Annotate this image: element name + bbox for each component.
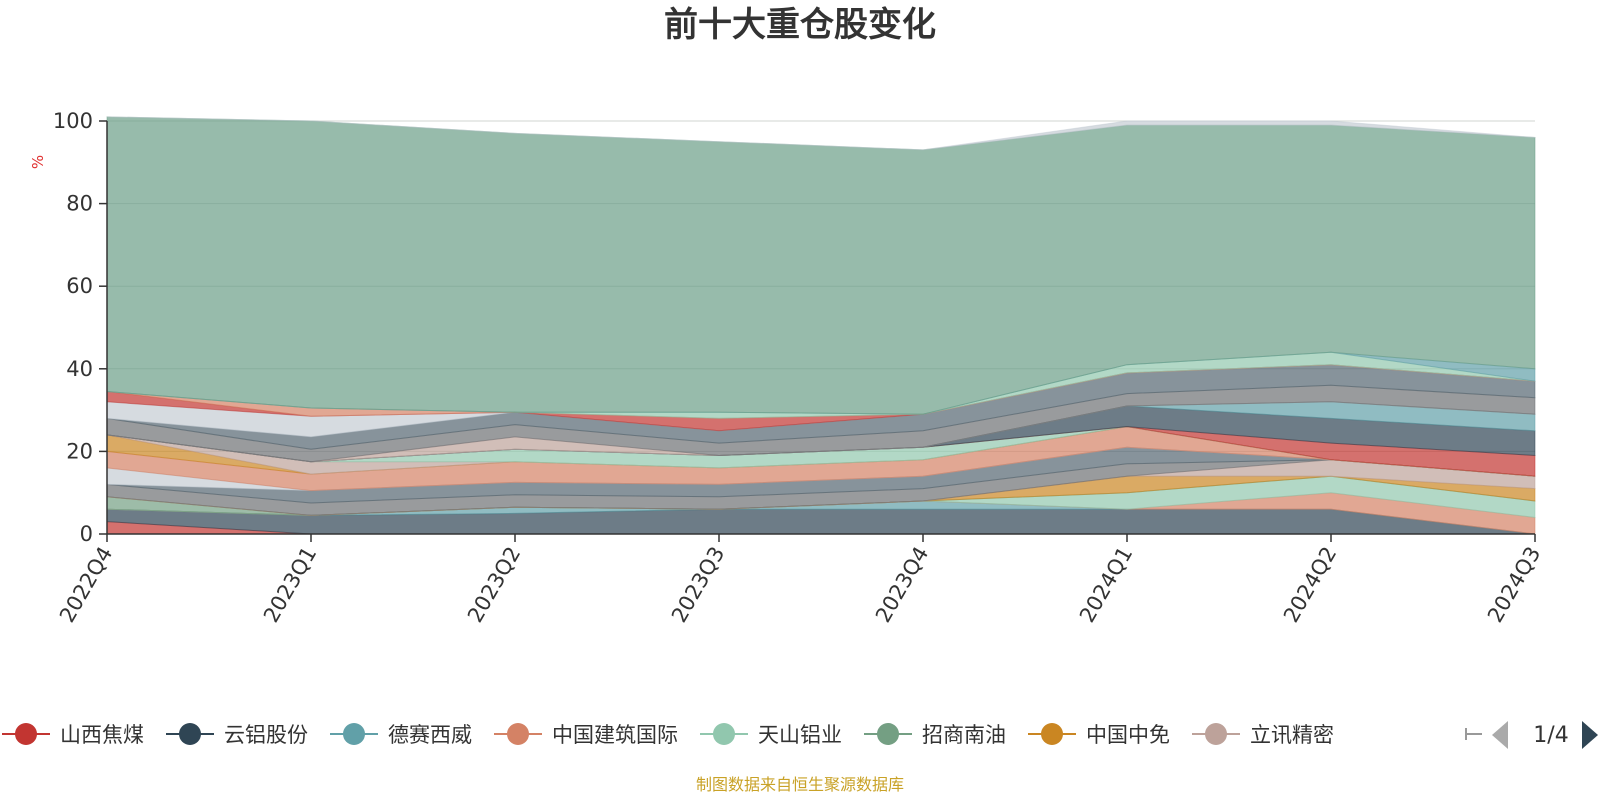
legend-label: 山西焦煤 — [60, 723, 144, 747]
legend-marker — [877, 723, 899, 745]
x-tick-label: 2023Q2 — [463, 543, 525, 627]
x-tick-label: 2024Q3 — [1483, 543, 1545, 627]
legend-marker — [507, 723, 529, 745]
legend-item-天山铝业[interactable]: 天山铝业 — [700, 723, 842, 747]
legend-item-中国中免[interactable]: 中国中免 — [1028, 723, 1170, 747]
plot-areas — [106, 116, 1536, 535]
x-tick-label: 2022Q4 — [55, 543, 117, 627]
legend-label: 立讯精密 — [1250, 723, 1334, 747]
legend-page-indicator: 1/4 — [1533, 723, 1568, 748]
legend-marker — [343, 723, 365, 745]
legend-item-中国建筑国际[interactable]: 中国建筑国际 — [494, 723, 678, 747]
y-tick-label: 40 — [66, 357, 93, 381]
legend-label: 中国中免 — [1086, 723, 1170, 747]
legend-label: 招商南油 — [922, 723, 1006, 747]
chart-title: 前十大重仓股变化 — [664, 5, 936, 45]
legend-item-云铝股份[interactable]: 云铝股份 — [166, 723, 308, 747]
legend-marker — [713, 723, 735, 745]
legend-item-山西焦煤[interactable]: 山西焦煤 — [2, 723, 144, 747]
legend-label: 德赛西威 — [388, 723, 472, 747]
legend-item-立讯精密[interactable]: 立讯精密 — [1192, 723, 1334, 747]
x-tick-label: 2023Q4 — [871, 543, 933, 627]
legend-marker — [1205, 723, 1227, 745]
x-tick-label: 2023Q3 — [667, 543, 729, 627]
y-tick-label: 60 — [66, 274, 93, 298]
legend: 山西焦煤 云铝股份 德赛西威 中国建筑国际 天山铝业 招商南油 中国中免 立讯精密 1/4 — [2, 721, 1598, 749]
legend-prev-page-icon[interactable] — [1492, 721, 1508, 749]
legend-item-德赛西威[interactable]: 德赛西威 — [330, 723, 472, 747]
legend-label: 天山铝业 — [758, 723, 842, 747]
y-tick-label: 80 — [66, 192, 93, 216]
legend-marker — [179, 723, 201, 745]
legend-item-招商南油[interactable]: 招商南油 — [864, 723, 1006, 747]
source-note: 制图数据来自恒生聚源数据库 — [696, 775, 904, 794]
x-tick-label: 2024Q2 — [1279, 543, 1341, 627]
legend-label: 云铝股份 — [224, 723, 308, 747]
legend-next-page-icon[interactable] — [1582, 721, 1598, 749]
y-tick-label: 0 — [80, 522, 93, 546]
x-tick-label: 2023Q1 — [259, 543, 321, 627]
y-tick-label: 20 — [66, 439, 93, 463]
legend-marker — [15, 723, 37, 745]
area-series-28 — [106, 116, 1536, 151]
legend-marker — [1041, 723, 1063, 745]
y-tick-label: 100 — [53, 109, 93, 133]
x-tick-label: 2024Q1 — [1075, 543, 1137, 627]
legend-label: 中国建筑国际 — [552, 723, 678, 747]
y-axis-unit: % — [29, 155, 47, 169]
